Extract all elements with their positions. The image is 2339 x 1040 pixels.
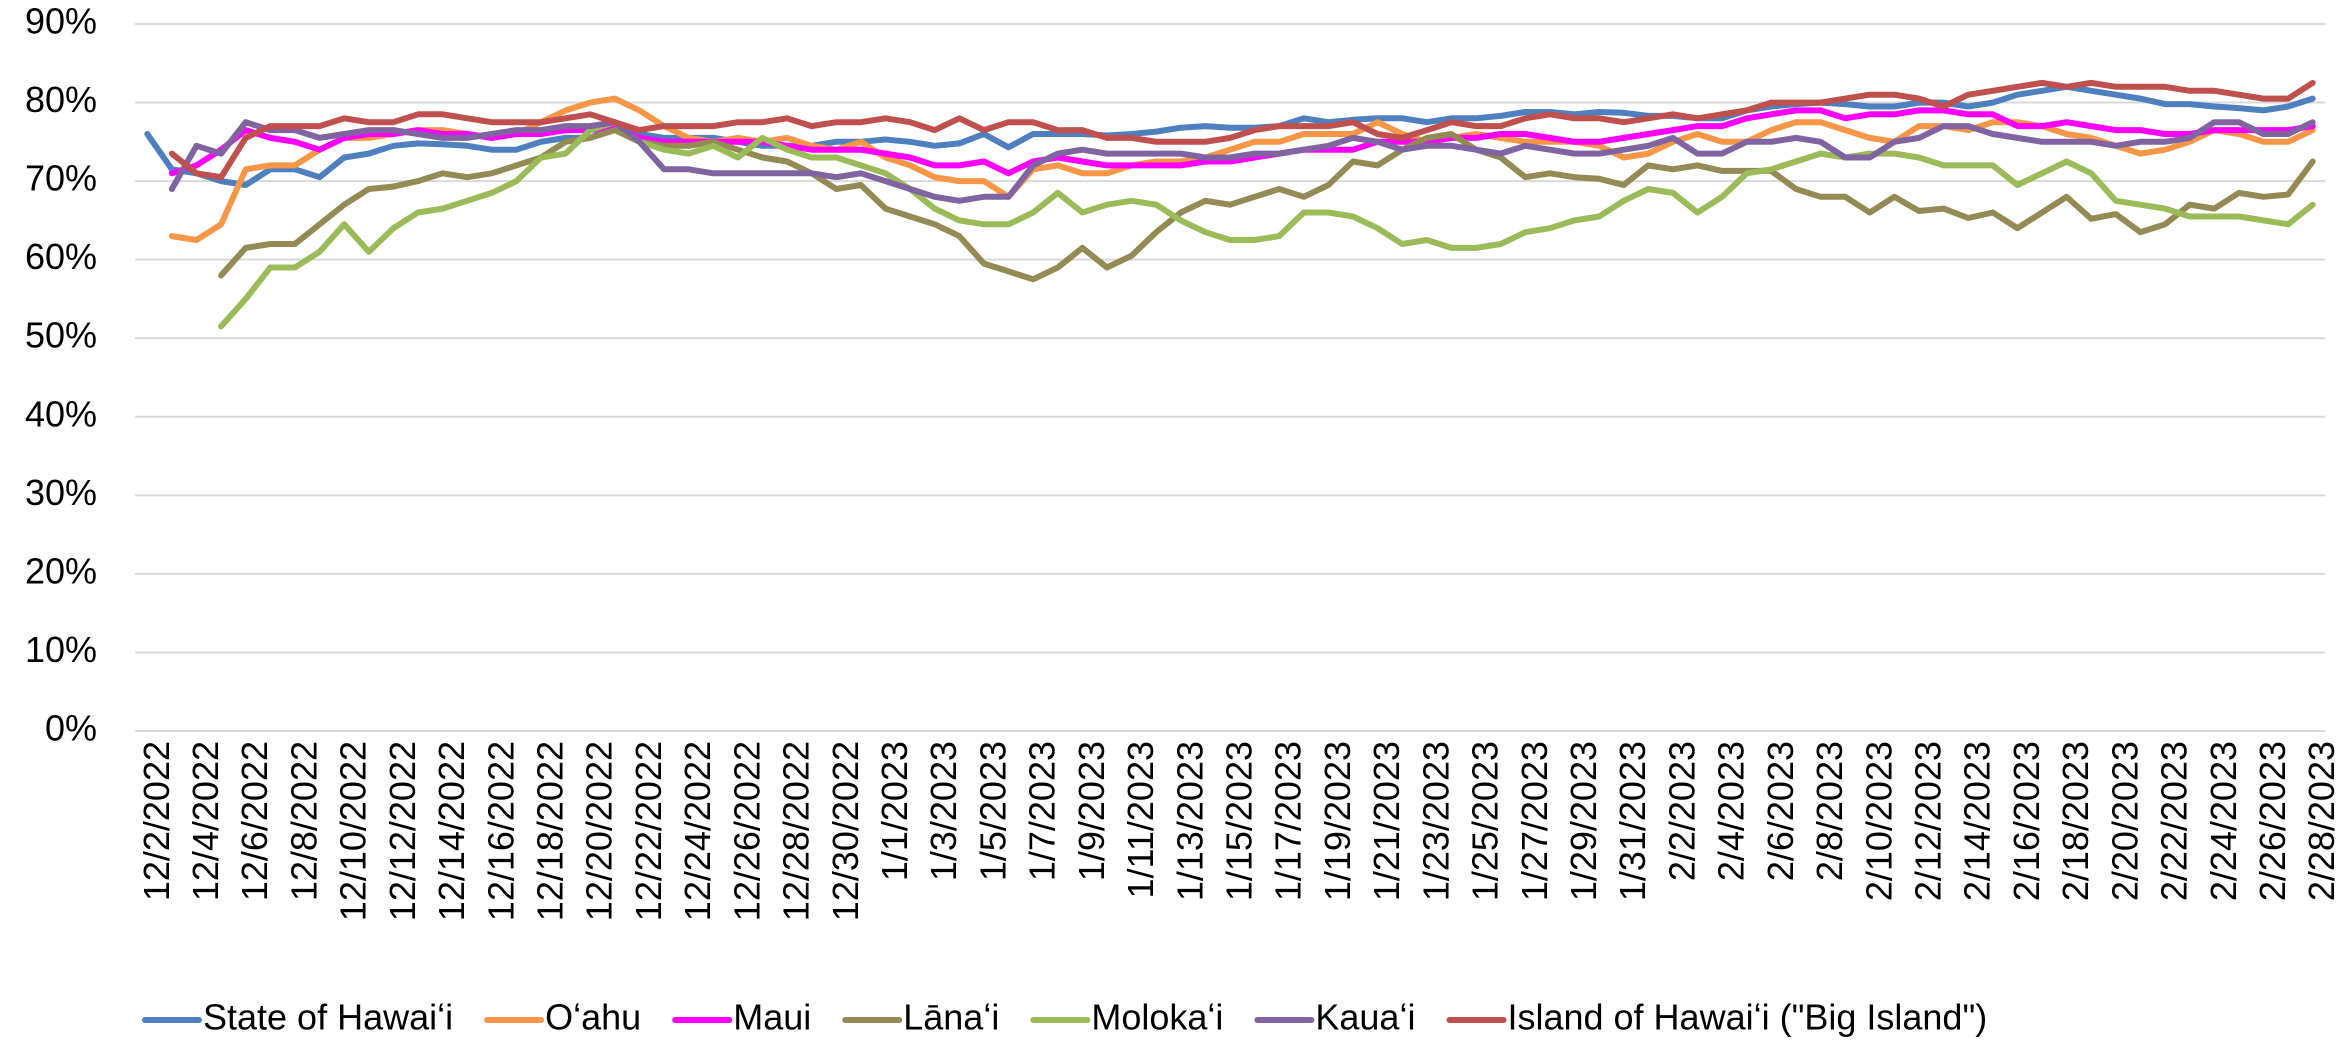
legend-label: Kauaʻi	[1315, 997, 1415, 1038]
legend-label: State of Hawaiʻi	[203, 997, 453, 1038]
series-line	[168, 107, 2316, 177]
x-tick-label: 1/21/2023	[1366, 741, 1407, 901]
legend-item: Maui	[672, 997, 811, 1038]
x-tick-label: 2/14/2023	[1957, 741, 1998, 901]
x-tick-label: 1/11/2023	[1120, 741, 1161, 898]
x-tick-label: 2/12/2023	[1908, 741, 1949, 901]
legend-item: Lānaʻi	[842, 997, 999, 1038]
y-tick-label: 80%	[25, 79, 97, 120]
x-tick-label: 12/8/2022	[283, 741, 324, 901]
x-tick-label: 12/10/2022	[333, 741, 374, 921]
x-tick-label: 1/1/2023	[874, 741, 915, 881]
x-tick-label: 1/23/2023	[1415, 741, 1456, 901]
legend-label: Maui	[733, 997, 811, 1038]
x-tick-label: 2/26/2023	[2252, 741, 2293, 901]
y-tick-label: 30%	[25, 472, 97, 513]
legend-label: Island of Hawaiʻi ("Big Island")	[1507, 997, 1987, 1038]
x-tick-label: 12/2/2022	[136, 741, 177, 901]
x-tick-label: 2/2/2023	[1661, 741, 1702, 881]
legend-item: Kauaʻi	[1254, 997, 1415, 1038]
x-tick-label: 12/6/2022	[234, 741, 275, 901]
legend-item: State of Hawaiʻi	[142, 997, 453, 1038]
x-tick-label: 1/27/2023	[1514, 741, 1555, 901]
x-tick-label: 1/29/2023	[1563, 741, 1604, 901]
x-tick-label: 12/22/2022	[628, 741, 669, 921]
legend-item: Molokaʻi	[1030, 997, 1223, 1038]
x-tick-label: 2/4/2023	[1711, 741, 1752, 881]
x-tick-label: 2/20/2023	[2104, 741, 2145, 901]
y-tick-label: 90%	[25, 1, 97, 42]
x-tick-label: 12/18/2022	[530, 741, 571, 921]
x-tick-label: 2/10/2023	[1858, 741, 1899, 901]
x-tick-label: 12/28/2022	[776, 741, 817, 921]
x-tick-label: 2/16/2023	[2006, 741, 2047, 901]
x-tick-label: 2/8/2023	[1809, 741, 1850, 881]
series-line	[168, 79, 2316, 181]
x-tick-label: 12/12/2022	[382, 741, 423, 921]
x-tick-label: 12/30/2022	[825, 741, 866, 921]
x-tick-label: 12/20/2022	[579, 741, 620, 921]
x-tick-label: 2/28/2023	[2301, 741, 2339, 901]
legend-item: Oʻahu	[484, 997, 641, 1038]
y-tick-label: 50%	[25, 315, 97, 356]
series-line	[218, 127, 2316, 283]
x-tick-label: 12/14/2022	[431, 741, 472, 921]
x-tick-label: 1/7/2023	[1022, 741, 1063, 881]
x-tick-label: 1/3/2023	[923, 741, 964, 881]
legend-label: Oʻahu	[545, 997, 641, 1038]
legend-label: Lānaʻi	[903, 997, 999, 1038]
x-tick-label: 12/24/2022	[677, 741, 718, 921]
x-tick-label: 1/31/2023	[1612, 741, 1653, 901]
x-tick-label: 1/9/2023	[1071, 741, 1112, 881]
x-tick-label: 1/25/2023	[1465, 741, 1506, 901]
x-tick-label: 1/15/2023	[1219, 741, 1260, 901]
x-tick-label: 12/26/2022	[726, 741, 767, 921]
series-line	[168, 119, 2316, 204]
x-tick-label: 2/6/2023	[1760, 741, 1801, 881]
x-tick-label: 2/24/2023	[2203, 741, 2244, 901]
y-tick-label: 10%	[25, 629, 97, 670]
x-tick-label: 1/17/2023	[1268, 741, 1309, 901]
x-tick-label: 2/18/2023	[2055, 741, 2096, 901]
y-tick-label: 70%	[25, 158, 97, 199]
series-line	[218, 119, 2316, 330]
x-tick-label: 2/22/2023	[2154, 741, 2195, 901]
x-tick-label: 12/16/2022	[480, 741, 521, 921]
x-tick-label: 12/4/2022	[185, 741, 226, 901]
y-tick-label: 40%	[25, 393, 97, 434]
y-tick-label: 20%	[25, 550, 97, 591]
y-tick-label: 60%	[25, 236, 97, 277]
x-tick-label: 1/13/2023	[1169, 741, 1210, 901]
x-tick-label: 1/19/2023	[1317, 741, 1358, 901]
y-tick-label: 0%	[45, 708, 97, 749]
x-tick-label: 1/5/2023	[972, 741, 1013, 881]
legend-item: Island of Hawaiʻi ("Big Island")	[1446, 997, 1987, 1038]
legend-label: Molokaʻi	[1091, 997, 1223, 1038]
